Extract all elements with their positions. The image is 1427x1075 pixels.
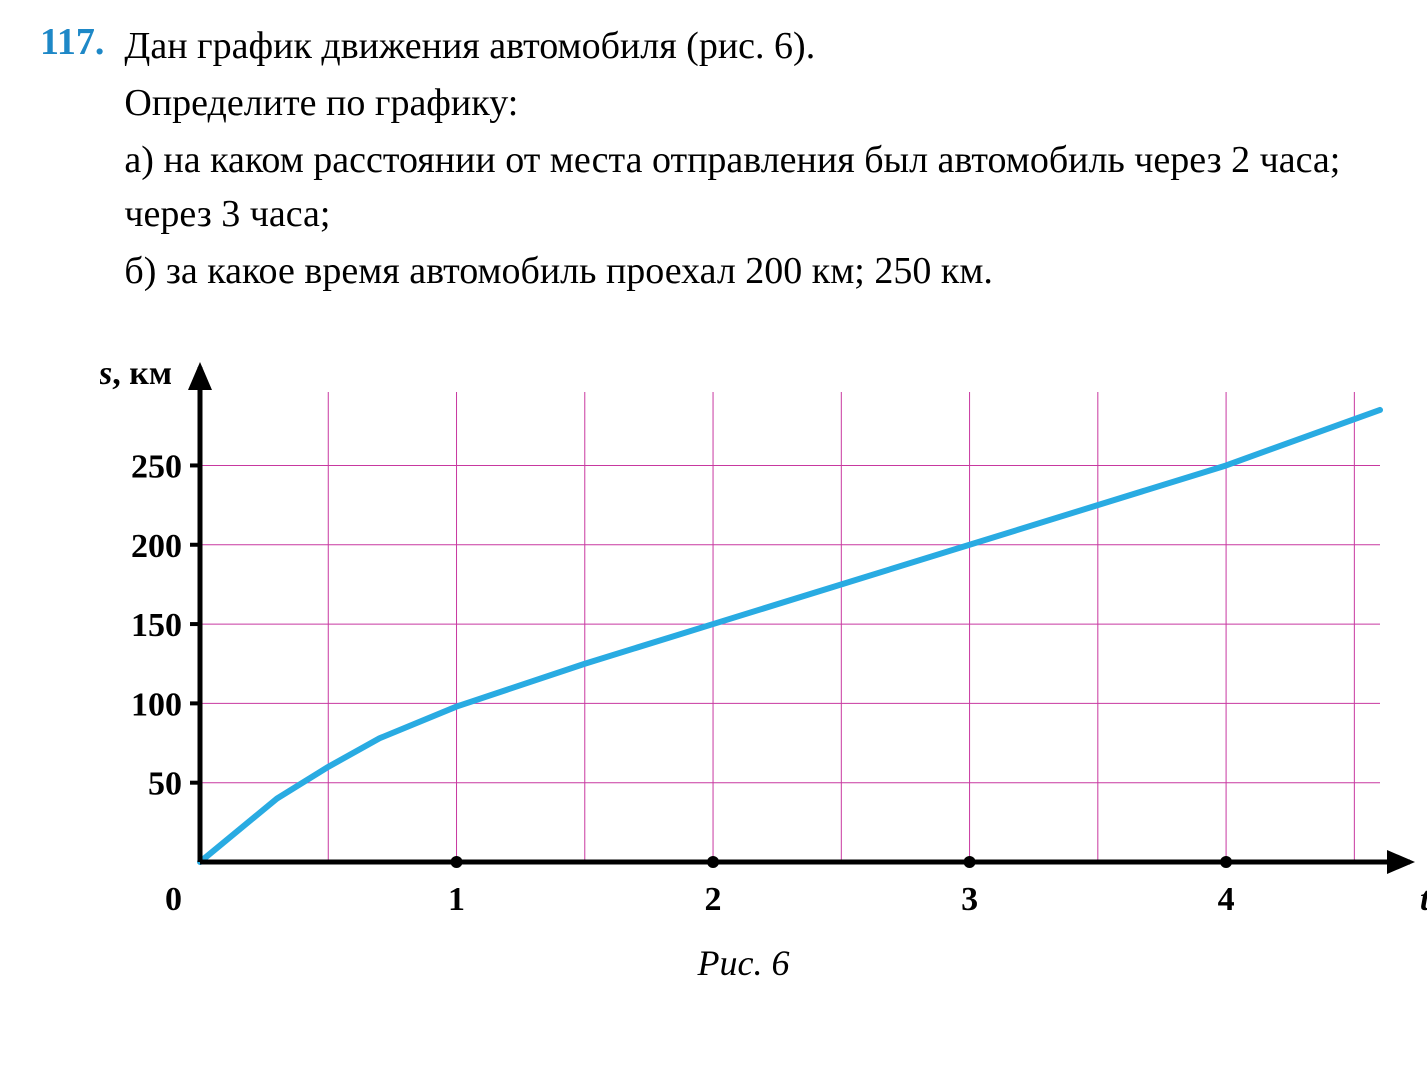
chart-container: 5010015020025012340s, кмt, ч Рис. 6 xyxy=(100,342,1387,984)
problem-line-3: а) на каком расстоянии от места отправле… xyxy=(124,134,1387,240)
problem-block: 117. Дан график движения автомобиля (рис… xyxy=(40,20,1387,302)
svg-text:s, км: s, км xyxy=(100,355,172,392)
problem-text: Дан график движения автомобиля (рис. 6).… xyxy=(124,20,1387,302)
problem-line-2: Определите по графику: xyxy=(124,77,1387,130)
svg-text:0: 0 xyxy=(165,881,182,918)
svg-text:2: 2 xyxy=(705,881,722,918)
problem-line-1: Дан график движения автомобиля (рис. 6). xyxy=(124,20,1387,73)
problem-line-4: б) за какое время автомобиль проехал 200… xyxy=(124,245,1387,298)
svg-text:250: 250 xyxy=(131,448,182,485)
svg-text:3: 3 xyxy=(961,881,978,918)
svg-text:200: 200 xyxy=(131,528,182,565)
svg-text:4: 4 xyxy=(1218,881,1235,918)
svg-text:100: 100 xyxy=(131,686,182,723)
problem-number: 117. xyxy=(40,20,104,302)
svg-text:150: 150 xyxy=(131,607,182,644)
svg-text:t, ч: t, ч xyxy=(1420,881,1427,918)
chart-caption: Рис. 6 xyxy=(100,942,1387,984)
svg-text:50: 50 xyxy=(148,766,182,803)
motion-chart: 50 100 150 200 250 1 2 3 4 0 s, км t, ч xyxy=(100,342,1427,932)
svg-text:1: 1 xyxy=(448,881,465,918)
